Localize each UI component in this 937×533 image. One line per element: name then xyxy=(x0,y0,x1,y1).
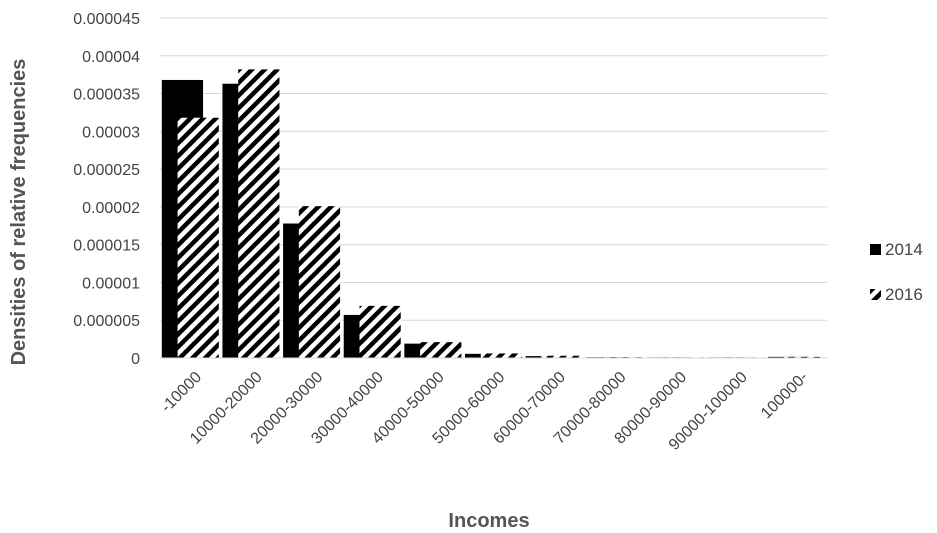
y-tick-label: 0.000025 xyxy=(73,162,140,179)
x-axis-ticks: -1000010000-2000020000-3000030000-400004… xyxy=(158,369,812,454)
legend: 2014 2016 xyxy=(870,240,923,304)
legend-label-2016: 2016 xyxy=(885,285,923,304)
legend-swatch-2016 xyxy=(870,289,881,300)
y-axis-ticks: 0 0.000005 0.00001 0.000015 0.00002 0.000025 0… xyxy=(73,11,140,368)
bars xyxy=(161,69,826,358)
y-tick-label: 0.000045 xyxy=(73,11,140,28)
y-tick-label: 0.00003 xyxy=(82,124,140,141)
bar-2016 xyxy=(783,356,826,358)
y-axis-title: Densities of relative frequencies xyxy=(8,59,30,366)
legend-swatch-2014 xyxy=(870,244,881,255)
bar-2016 xyxy=(238,69,280,358)
x-tick-label: -10000 xyxy=(158,369,205,416)
x-axis-title: Incomes xyxy=(448,510,529,532)
x-tick-label: 100000- xyxy=(758,369,812,423)
bar-2016 xyxy=(359,305,401,358)
bar-2016 xyxy=(177,117,219,358)
bar-2016 xyxy=(480,353,522,358)
y-tick-label: 0.000015 xyxy=(73,238,140,255)
y-tick-label: 0 xyxy=(131,351,140,368)
bar-2016 xyxy=(298,206,341,358)
y-tick-label: 0.00001 xyxy=(82,275,140,292)
y-tick-label: 0.00002 xyxy=(82,200,140,217)
bar-2016 xyxy=(541,355,583,358)
bar-2016 xyxy=(420,342,462,358)
y-tick-label: 0.000005 xyxy=(73,313,140,330)
y-tick-label: 0.000035 xyxy=(73,87,140,104)
legend-label-2014: 2014 xyxy=(885,240,923,259)
y-tick-label: 0.00004 xyxy=(82,49,140,66)
